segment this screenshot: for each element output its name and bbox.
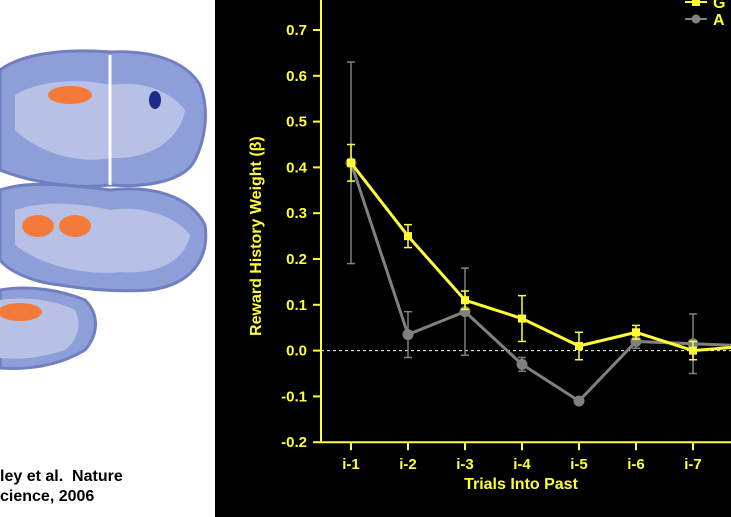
data-point	[573, 395, 585, 407]
x-tick-label: i-2	[399, 456, 417, 473]
y-tick-label: 0.7	[286, 22, 307, 39]
data-point	[632, 328, 640, 337]
series-line-A	[349, 162, 731, 403]
brain-highlight-region	[0, 303, 42, 321]
data-point	[575, 342, 583, 351]
y-tick-label: 0.4	[286, 159, 308, 176]
brain-slices-image	[0, 49, 208, 370]
y-tick-label: 0.1	[286, 297, 307, 314]
x-tick-label: i-5	[570, 456, 588, 473]
reward-history-chart: -0.2 -0.1 0.0 0.1 0.2 0.3 0.4 0.5 0.6 0.7 i-1 i-2 i-…	[248, 0, 731, 493]
data-point	[347, 158, 355, 167]
y-tick-label: 0.0	[286, 343, 307, 360]
x-tick-label: i-7	[684, 456, 702, 473]
citation-line-1: ley et al. Nature	[0, 468, 123, 485]
y-tick-label: -0.2	[281, 434, 307, 451]
figure-citation: ley et al. Nature cience, 2006	[0, 467, 215, 507]
data-point	[404, 232, 412, 241]
brain-slice-middle	[0, 182, 208, 293]
data-point	[516, 358, 528, 370]
y-axis-title: Reward History Weight (β)	[248, 136, 265, 336]
brain-slice-bottom	[0, 286, 97, 370]
brain-highlight-region	[59, 215, 91, 237]
citation-line-2: cience, 2006	[0, 488, 95, 505]
y-tick-label: -0.1	[281, 388, 307, 405]
data-point	[402, 329, 414, 341]
brain-highlight-region	[48, 86, 92, 104]
x-tick-label: i-4	[513, 456, 531, 473]
x-axis-title: Trials Into Past	[464, 476, 578, 493]
brain-slice-top	[0, 49, 207, 188]
legend-label: G	[713, 0, 725, 12]
legend-marker	[691, 14, 701, 24]
y-tick-label: 0.5	[286, 114, 307, 131]
brain-highlight-region	[22, 215, 54, 237]
y-tick-label: 0.2	[286, 251, 307, 268]
x-tick-label: i-1	[342, 456, 360, 473]
data-point	[461, 296, 469, 305]
y-tick-label: 0.3	[286, 205, 307, 222]
x-tick-label: i-6	[627, 456, 645, 473]
legend-marker	[692, 0, 700, 6]
chart-panel: -0.2 -0.1 0.0 0.1 0.2 0.3 0.4 0.5 0.6 0.7 i-1 i-2 i-…	[215, 0, 731, 517]
series-line-G	[349, 161, 731, 353]
y-tick-label: 0.6	[286, 68, 307, 85]
x-tick-label: i-3	[456, 456, 474, 473]
legend-label: A	[713, 12, 725, 29]
data-point	[518, 314, 526, 323]
data-point	[689, 346, 697, 355]
brain-figure-panel: ley et al. Nature cience, 2006	[0, 0, 215, 517]
